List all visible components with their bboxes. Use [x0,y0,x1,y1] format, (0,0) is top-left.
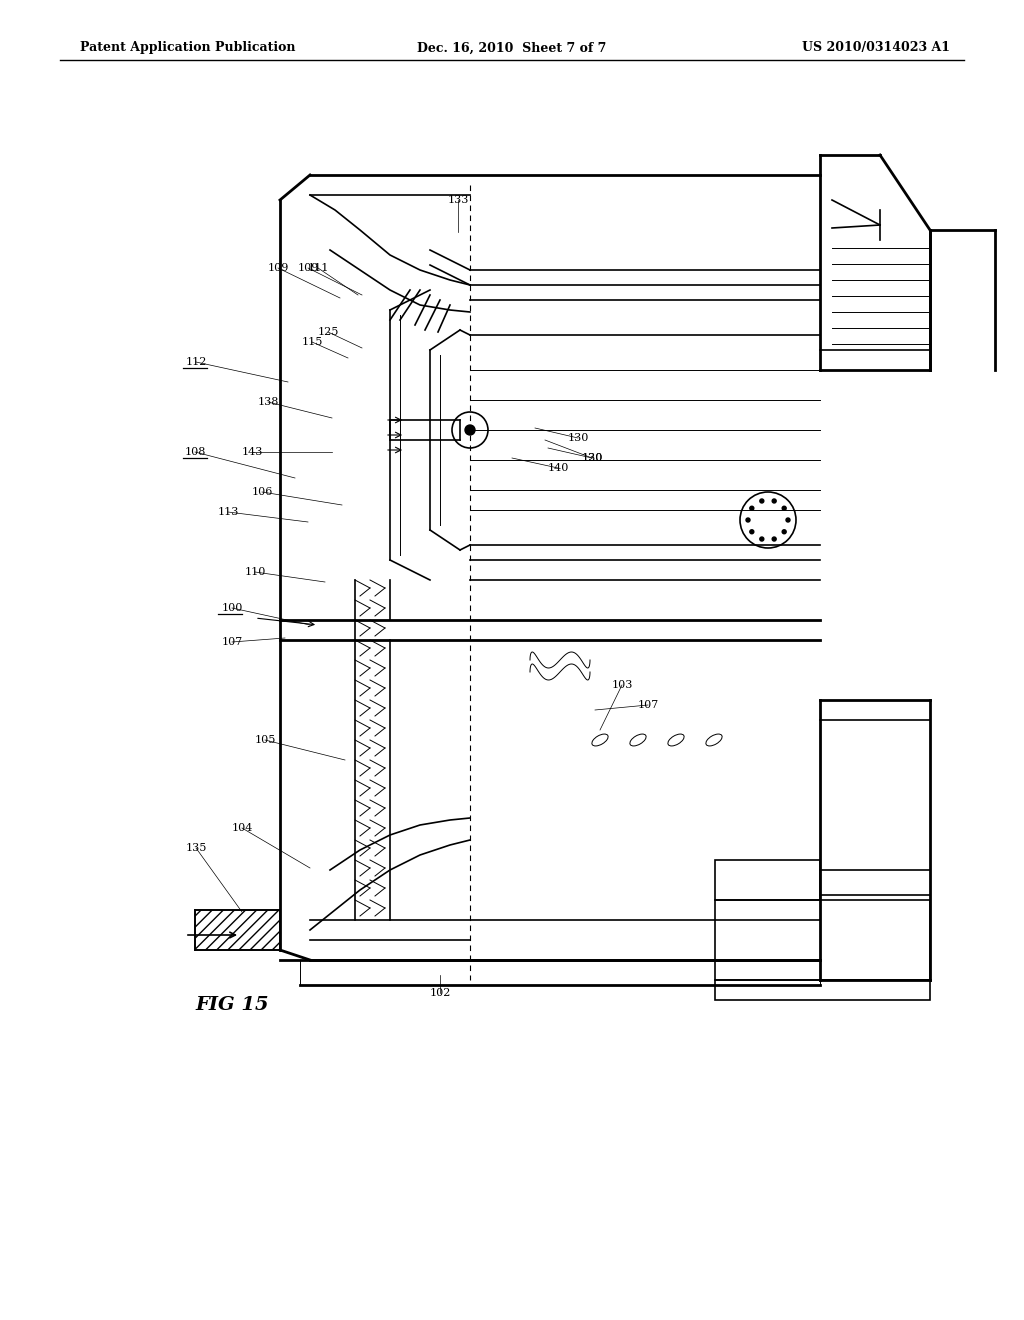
Bar [195,909,280,950]
Circle shape [760,499,764,503]
Circle shape [786,517,790,521]
Circle shape [782,507,786,511]
Text: US 2010/0314023 A1: US 2010/0314023 A1 [802,41,950,54]
Circle shape [760,537,764,541]
Text: 111: 111 [307,263,329,273]
Text: 113: 113 [217,507,239,517]
Text: 107: 107 [221,638,243,647]
Text: 102: 102 [429,987,451,998]
Text: 133: 133 [447,195,469,205]
Text: 105: 105 [254,735,275,744]
Circle shape [746,517,750,521]
Circle shape [465,425,475,436]
Circle shape [750,529,754,533]
Text: Dec. 16, 2010  Sheet 7 of 7: Dec. 16, 2010 Sheet 7 of 7 [418,41,606,54]
Text: 108: 108 [184,447,206,457]
Text: 103: 103 [611,680,633,690]
Bar [715,979,930,1001]
Text: 107: 107 [637,700,658,710]
Text: 140: 140 [547,463,568,473]
Circle shape [772,537,776,541]
Text: 130: 130 [582,453,603,463]
Text: 109: 109 [267,263,289,273]
Text: 104: 104 [231,822,253,833]
Text: 115: 115 [301,337,323,347]
Text: 125: 125 [317,327,339,337]
Text: 130: 130 [567,433,589,444]
Text: Patent Application Publication: Patent Application Publication [80,41,296,54]
Text: 109: 109 [297,263,318,273]
Bar [715,900,930,979]
Text: 106: 106 [251,487,272,498]
Text: 112: 112 [185,356,207,367]
Text: 110: 110 [245,568,265,577]
Text: FIG 15: FIG 15 [195,997,268,1014]
Text: 143: 143 [242,447,263,457]
Circle shape [772,499,776,503]
Text: 135: 135 [185,843,207,853]
Bar [715,861,820,900]
Text: 120: 120 [582,453,603,463]
Text: 100: 100 [221,603,243,612]
Text: 138: 138 [257,397,279,407]
Circle shape [782,529,786,533]
Circle shape [750,507,754,511]
